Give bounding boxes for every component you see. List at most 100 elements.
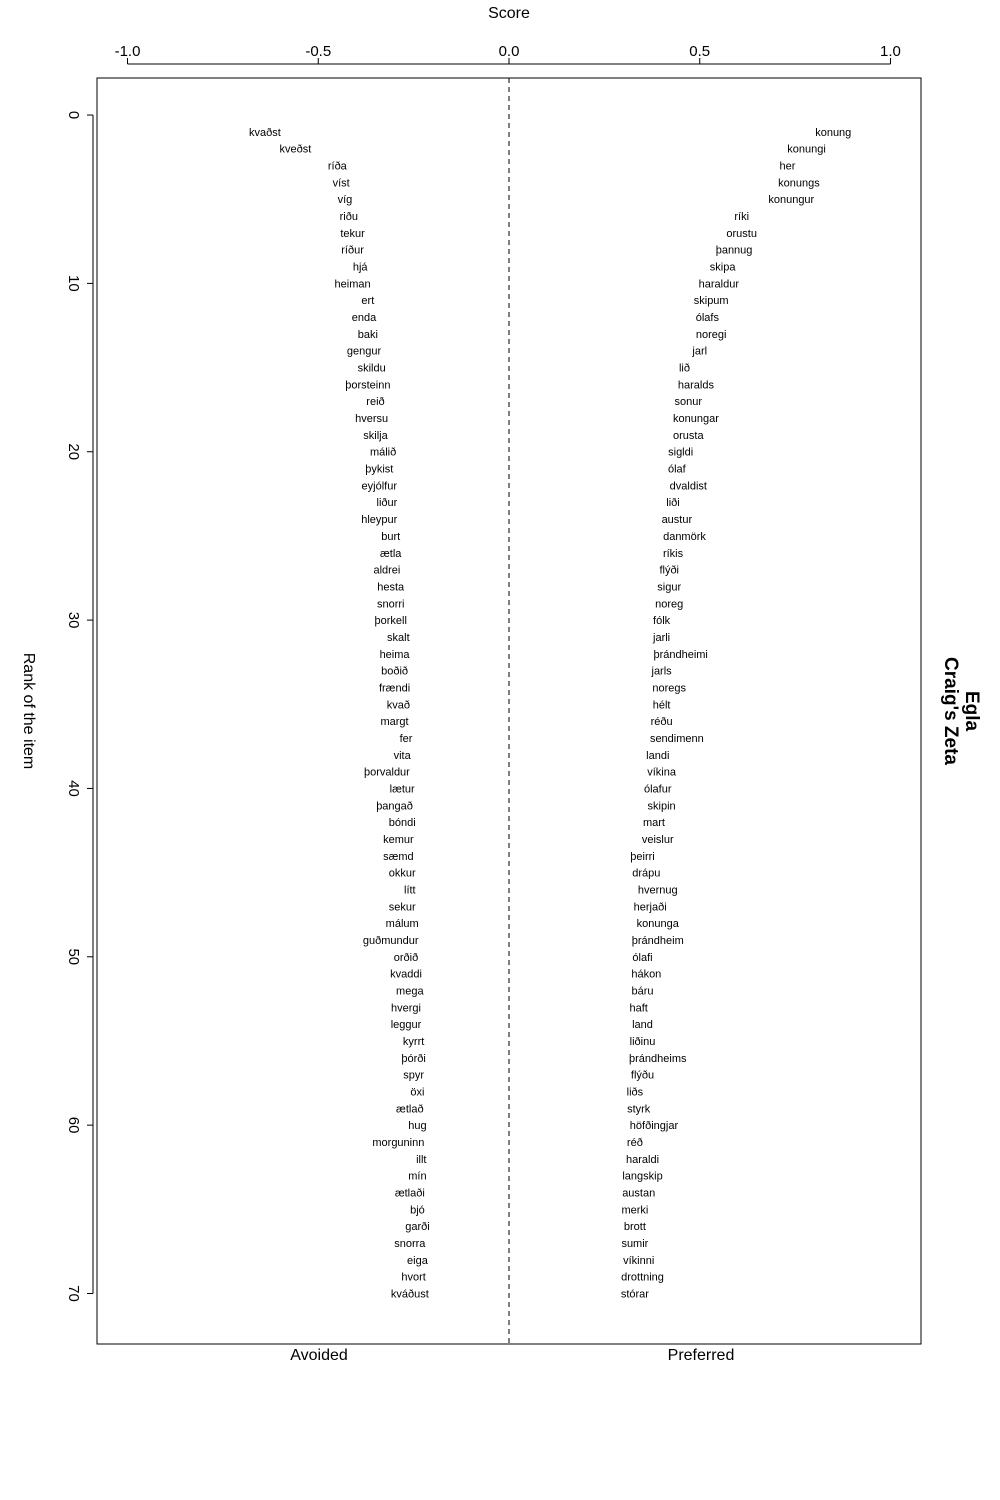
word-label: þrándheimi (653, 649, 707, 661)
word-label: eyjólfur (362, 480, 398, 492)
word-label: hvort (401, 1272, 425, 1284)
word-label: aldrei (373, 565, 400, 577)
word-label: orðið (394, 952, 418, 964)
word-label: þangað (376, 800, 413, 812)
word-label: þorvaldur (364, 767, 410, 779)
word-label: sonur (675, 396, 703, 408)
word-label: hleypur (361, 514, 397, 526)
word-label: mín (408, 1171, 426, 1183)
word-label: land (632, 1019, 653, 1031)
word-label: þrándheim (632, 935, 684, 947)
word-label: sekur (389, 901, 416, 913)
word-label: konung (815, 127, 851, 139)
y-tick-label: 60 (65, 1117, 82, 1134)
word-label: haralds (678, 379, 715, 391)
word-label: flýði (659, 565, 679, 577)
word-label: konungar (673, 413, 719, 425)
word-label: kveðst (279, 144, 311, 156)
x-tick-label: -1.0 (115, 43, 141, 60)
word-label: stórar (621, 1288, 649, 1300)
word-label: boðið (381, 666, 408, 678)
y-axis-left: 0 10 20 30 40 50 60 70 (65, 111, 94, 1302)
word-label: þórði (401, 1053, 425, 1065)
word-label: ætlaði (395, 1187, 425, 1199)
word-label: víkinni (623, 1255, 654, 1267)
word-label: dvaldist (670, 480, 707, 492)
word-label: margt (380, 716, 408, 728)
word-label: heima (380, 649, 411, 661)
word-label: kváðust (391, 1288, 429, 1300)
word-label: ólafs (696, 312, 720, 324)
word-label: heiman (335, 278, 371, 290)
word-label: landi (646, 750, 669, 762)
word-label: orustu (726, 228, 757, 240)
word-label: haft (630, 1002, 648, 1014)
word-label: danmörk (663, 531, 706, 543)
word-label: lið (679, 363, 690, 375)
word-label: mega (396, 985, 424, 997)
word-label: hákon (631, 969, 661, 981)
word-label: skipum (694, 295, 729, 307)
word-label: baki (358, 329, 378, 341)
y-tick-label: 0 (65, 111, 82, 119)
word-label: skalt (387, 632, 410, 644)
word-label: hvergi (391, 1002, 421, 1014)
word-label: ólaf (668, 464, 687, 476)
word-label: réðu (651, 716, 673, 728)
word-label: bóndi (389, 817, 416, 829)
word-label: liður (377, 497, 398, 509)
word-label: leggur (391, 1019, 422, 1031)
word-label: jarli (652, 632, 670, 644)
chart-title: Egla (961, 691, 982, 732)
word-label: reið (366, 396, 384, 408)
word-label: sumir (621, 1238, 648, 1250)
word-label: flýðu (631, 1070, 654, 1082)
word-label: hug (408, 1120, 426, 1132)
word-label: burt (381, 531, 400, 543)
word-label: liði (666, 497, 679, 509)
y-tick-label: 20 (65, 443, 82, 460)
word-label: skilja (363, 430, 388, 442)
word-label: herjaði (634, 901, 667, 913)
word-label: konungs (778, 177, 820, 189)
word-label: liðinu (630, 1036, 656, 1048)
word-label: þorsteinn (345, 379, 390, 391)
x-tick-label: 0.5 (689, 43, 710, 60)
word-label: brott (624, 1221, 646, 1233)
word-label: sigur (657, 581, 681, 593)
word-label: ríður (341, 245, 364, 257)
word-label: drápu (632, 868, 660, 880)
word-label: sæmd (383, 851, 414, 863)
word-label: hversu (355, 413, 388, 425)
word-label: hesta (377, 581, 405, 593)
word-label: ríða (328, 161, 348, 173)
word-label: hélt (653, 699, 671, 711)
word-label: ríkis (663, 548, 684, 560)
word-label: gengur (347, 346, 382, 358)
word-label: haraldur (699, 278, 740, 290)
word-label: lítt (404, 884, 416, 896)
word-label: eiga (407, 1255, 429, 1267)
word-label: morguninn (372, 1137, 424, 1149)
word-label: enda (352, 312, 377, 324)
word-label: haraldi (626, 1154, 659, 1166)
x-tick-label: -0.5 (305, 43, 331, 60)
word-label: fer (400, 733, 413, 745)
y-tick-label: 50 (65, 948, 82, 965)
word-label: réð (627, 1137, 643, 1149)
word-label: ætlað (396, 1103, 424, 1115)
word-label: okkur (389, 868, 416, 880)
word-label: frændi (379, 682, 410, 694)
word-label: höfðingjar (630, 1120, 679, 1132)
word-label: bjó (410, 1204, 425, 1216)
word-label: langskip (622, 1171, 662, 1183)
word-label: hvernug (638, 884, 678, 896)
word-label: ætla (380, 548, 402, 560)
word-label: þannug (716, 245, 753, 257)
avoided-label: Avoided (290, 1347, 348, 1364)
word-label: austur (662, 514, 693, 526)
word-label: þykist (365, 464, 393, 476)
word-label: skipin (648, 800, 676, 812)
